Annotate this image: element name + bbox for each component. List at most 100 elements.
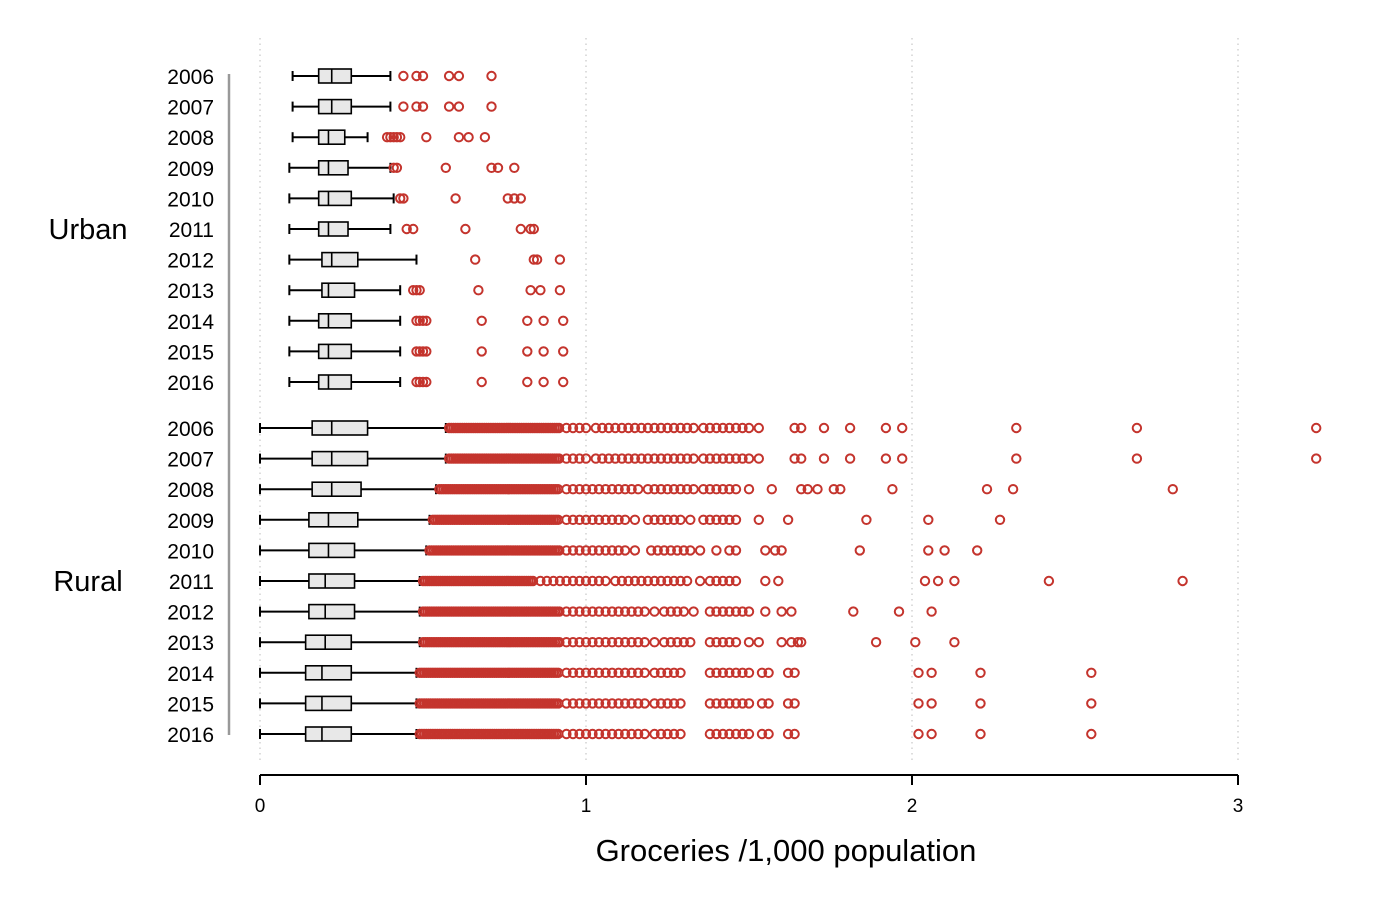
- outlier-point: [558, 346, 569, 357]
- iqr-box: [317, 343, 353, 360]
- outlier-point: [548, 575, 559, 587]
- outlier-point: [567, 422, 579, 434]
- outlier-point: [1311, 422, 1322, 434]
- outlier-point: [1131, 422, 1143, 434]
- outlier-point: [655, 698, 667, 709]
- outlier-point: [642, 453, 654, 464]
- outlier-point: [655, 453, 667, 464]
- outlier-point: [975, 667, 986, 678]
- outlier-point: [613, 545, 624, 556]
- outlier-point: [610, 453, 621, 464]
- outlier-point: [600, 606, 611, 617]
- outlier-point: [812, 484, 823, 495]
- group-label-urban: Urban: [49, 214, 128, 246]
- outlier-point: [639, 698, 650, 709]
- outlier-point: [580, 422, 592, 434]
- outlier-point: [730, 606, 742, 617]
- outlier-point: [796, 453, 807, 464]
- row-label: 2011: [169, 571, 214, 594]
- outlier-point: [923, 545, 934, 556]
- outlier-point: [567, 514, 579, 525]
- outlier-point: [561, 545, 572, 556]
- outlier-point: [561, 606, 572, 617]
- outlier-point: [730, 484, 742, 495]
- outlier-point: [782, 667, 794, 678]
- outlier-point: [1011, 453, 1022, 464]
- outlier-point: [672, 606, 683, 617]
- outlier-point: [633, 728, 644, 740]
- outlier-point: [926, 728, 937, 740]
- outlier-point: [600, 667, 611, 678]
- outlier-point: [401, 223, 412, 235]
- outlier-point: [665, 545, 676, 556]
- outlier-point: [476, 376, 487, 388]
- outlier-point: [558, 376, 569, 388]
- outlier-point: [391, 132, 403, 143]
- outlier-point: [913, 698, 924, 709]
- outlier-point: [486, 162, 497, 174]
- row-urban-2012: 2012: [167, 250, 566, 273]
- outlier-point: [417, 70, 429, 82]
- outlier-point: [880, 422, 892, 434]
- outlier-point: [567, 606, 579, 617]
- outlier-point: [789, 422, 800, 434]
- outlier-point: [590, 422, 601, 434]
- outlier-point: [782, 514, 794, 525]
- outlier-point: [554, 637, 565, 648]
- outlier-point: [760, 606, 771, 617]
- outlier-point: [522, 315, 533, 326]
- outlier-point: [730, 545, 742, 556]
- outlier-point: [626, 606, 637, 617]
- x-tick-label-2: 2: [907, 796, 918, 817]
- outlier-point: [417, 346, 429, 357]
- outlier-point: [675, 575, 686, 587]
- outlier-point: [587, 514, 598, 525]
- outlier-point: [753, 453, 764, 464]
- outlier-point: [704, 484, 716, 495]
- iqr-box: [317, 221, 349, 237]
- outlier-point: [724, 698, 735, 709]
- outlier-point: [580, 698, 592, 709]
- outlier-point: [662, 453, 673, 464]
- outlier-point: [743, 484, 755, 495]
- iqr-box: [308, 603, 356, 620]
- row-label: 2010: [167, 540, 214, 563]
- outlier-point: [417, 315, 429, 326]
- outlier-point: [574, 606, 585, 617]
- row-label: 2012: [167, 602, 214, 625]
- outlier-point: [580, 606, 592, 617]
- outlier-point: [789, 667, 800, 678]
- outlier-point: [593, 606, 605, 617]
- outlier-point: [587, 606, 598, 617]
- row-urban-2016: 2016: [167, 372, 569, 395]
- outlier-point: [844, 453, 856, 464]
- outlier-point: [854, 545, 865, 556]
- outlier-point: [613, 606, 624, 617]
- outlier-point: [414, 376, 425, 388]
- outlier-point: [662, 484, 673, 495]
- iqr-box: [304, 726, 353, 742]
- iqr-box: [317, 190, 353, 207]
- outlier-point: [685, 545, 696, 556]
- outlier-point: [792, 637, 804, 648]
- outlier-point: [776, 545, 787, 556]
- outlier-point: [789, 728, 800, 740]
- x-axis-title: Groceries /1,000 population: [596, 833, 977, 868]
- outlier-point: [910, 637, 921, 648]
- outlier-point: [554, 606, 565, 617]
- outlier-point: [737, 606, 748, 617]
- outlier-point: [453, 70, 465, 82]
- outlier-point: [629, 514, 641, 525]
- x-tick-label-3: 3: [1233, 796, 1244, 817]
- outlier-point: [388, 132, 399, 143]
- outlier-point: [769, 545, 781, 556]
- row-label: 2009: [167, 158, 214, 181]
- outlier-point: [561, 728, 572, 740]
- outlier-point: [619, 637, 631, 648]
- outlier-point: [655, 667, 667, 678]
- outlier-point: [639, 728, 650, 740]
- outlier-point: [672, 545, 683, 556]
- outlier-point: [486, 70, 497, 82]
- outlier-point: [619, 484, 631, 495]
- outlier-point: [561, 422, 572, 434]
